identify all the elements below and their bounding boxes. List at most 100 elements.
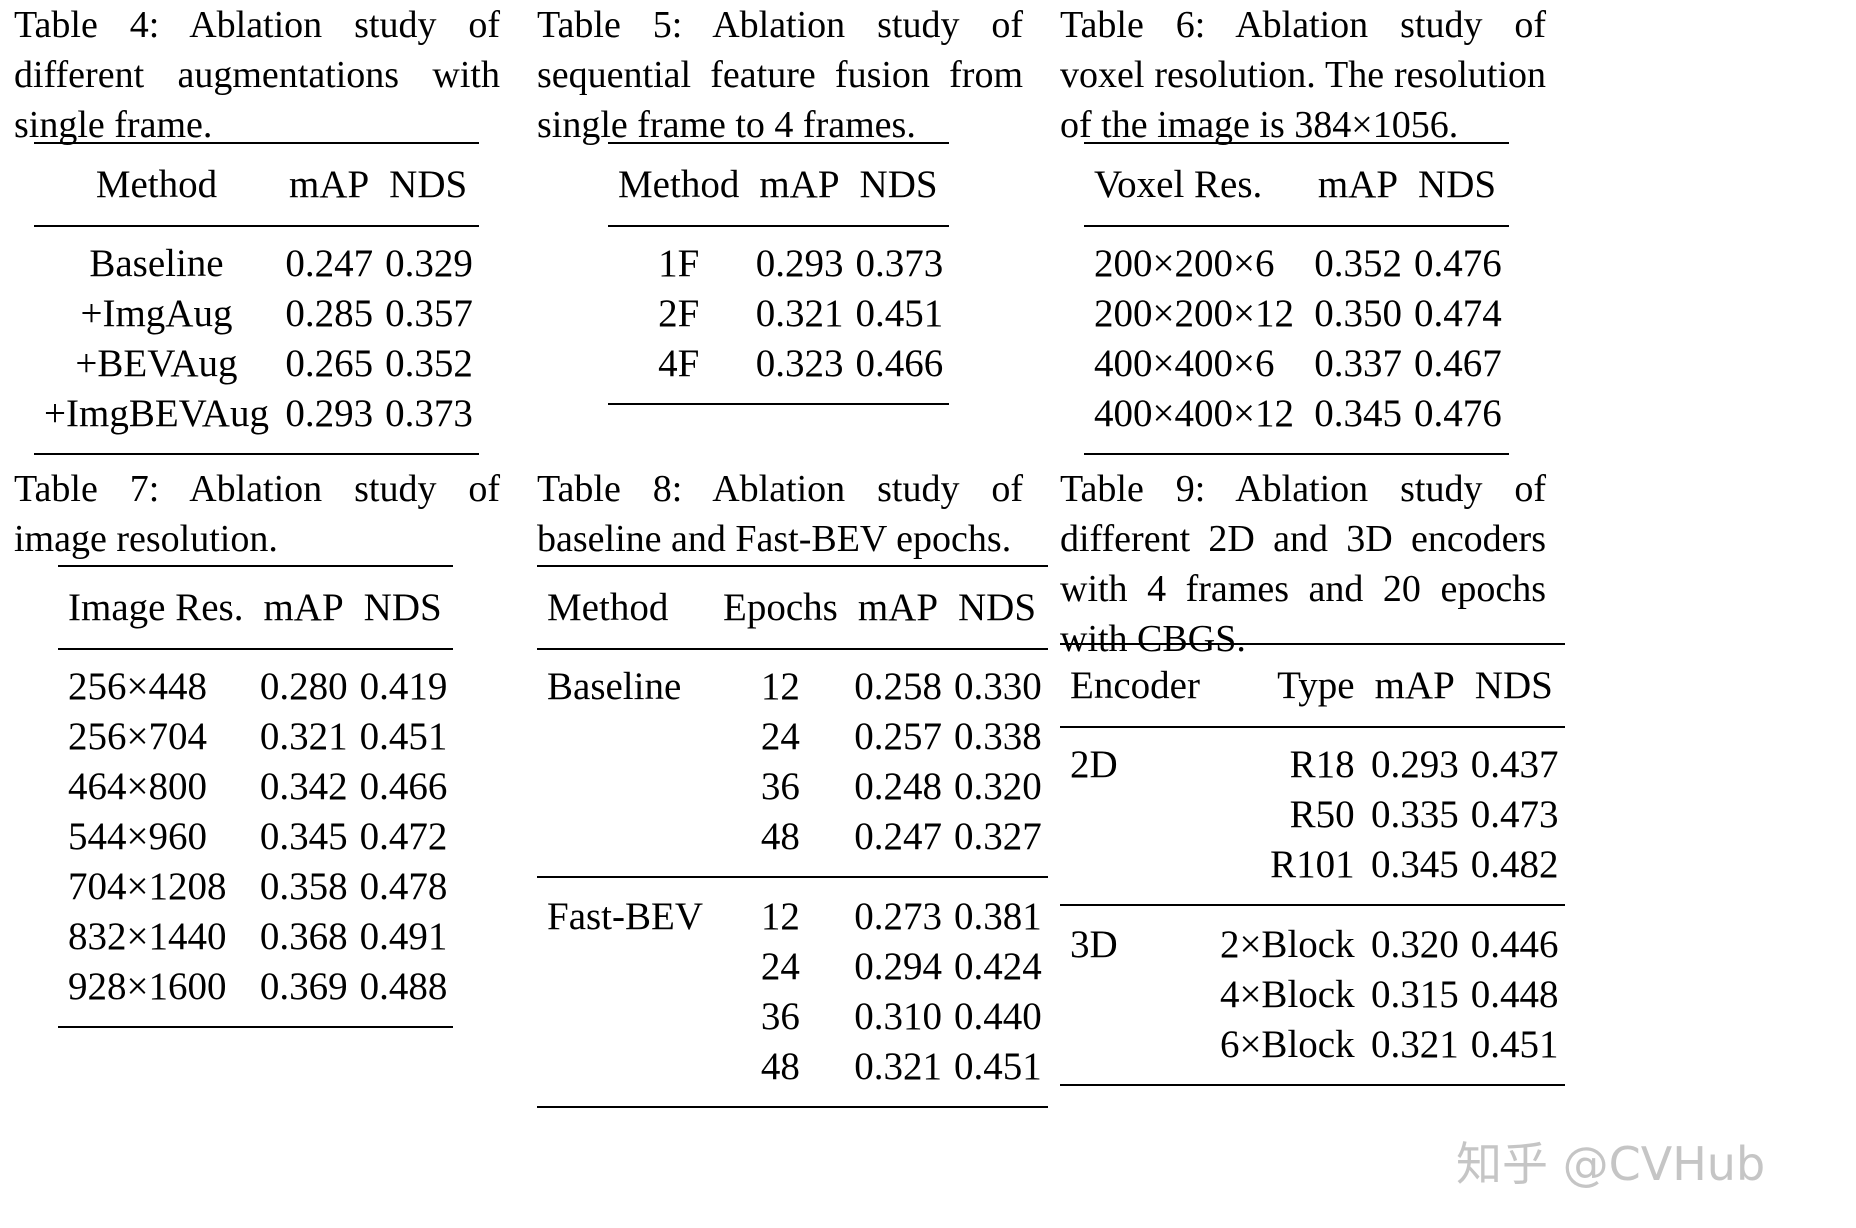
cell-map: 0.335: [1371, 793, 1459, 836]
cell-image-res: 832×1440: [68, 915, 227, 958]
cell-nds: 0.482: [1470, 843, 1559, 886]
cell-map: 0.345: [1314, 392, 1403, 435]
cell-epochs: 36: [760, 765, 800, 808]
cell-voxel-res: 200×200×12: [1094, 292, 1294, 335]
cell-image-res: 256×448: [68, 665, 207, 708]
header-epochs: Epochs: [713, 566, 848, 650]
cell-map: 0.310: [854, 995, 943, 1038]
table-4-caption: Table 4: Ablation study of different aug…: [14, 0, 500, 150]
cell-epochs: 48: [760, 815, 800, 858]
cell-nds: 0.419: [359, 665, 448, 708]
table-header-row: Encoder Type mAP NDS: [1060, 644, 1565, 728]
table-row: 400×400×6 0.337 0.467: [1084, 339, 1509, 389]
cell-nds: 0.373: [855, 242, 944, 285]
cell-nds: 0.451: [1470, 1023, 1559, 1066]
header-nds: NDS: [353, 566, 454, 650]
table-header-row: Method mAP NDS: [608, 143, 950, 227]
table-row: 48 0.321 0.451: [537, 1042, 1048, 1107]
table-row: Fast-BEV 12 0.273 0.381: [537, 876, 1048, 942]
cell-nds: 0.467: [1414, 342, 1502, 385]
table-row: 200×200×12 0.350 0.474: [1084, 289, 1509, 339]
cell-nds: 0.381: [948, 876, 1048, 942]
table-row: R101 0.345 0.482: [1060, 840, 1565, 905]
cell-nds: 0.437: [1470, 743, 1559, 786]
table-5-label: Table 5:: [537, 4, 683, 46]
table-7-caption-text: Ablation study of image resolution.: [14, 468, 501, 560]
table-row: R50 0.335 0.473: [1060, 790, 1565, 840]
header-map: mAP: [1364, 644, 1465, 728]
table-row: 928×1600 0.369 0.488: [58, 962, 453, 1027]
table-row: 2F 0.321 0.451: [608, 289, 949, 339]
cell-map: 0.293: [1371, 743, 1459, 786]
cell-type: R18: [1289, 743, 1355, 786]
cell-nds: 0.330: [954, 665, 1042, 708]
group-3d: 3D 2×Block 0.320 0.446 4×Block 0.315 0.448 6×…: [1060, 904, 1565, 1085]
header-encoder: Encoder: [1060, 644, 1210, 728]
group-fast-bev: Fast-BEV 12 0.273 0.381 24 0.294 0.424 36 0.31…: [537, 876, 1048, 1107]
table-5-block: Table 5: Ablation study of sequential fe…: [537, 0, 1023, 150]
table-row: Baseline 12 0.258 0.330: [537, 649, 1048, 712]
header-type: Type: [1209, 644, 1365, 728]
table-9-caption: Table 9: Ablation study of different 2D …: [1060, 464, 1546, 664]
table-6-caption-text: Ablation study of voxel resolution. The …: [1060, 4, 1547, 146]
cell-nds: 0.357: [385, 292, 473, 335]
cell-method: +ImgAug: [80, 292, 233, 335]
cell-map: 0.265: [285, 342, 374, 385]
group-2d: 2D R18 0.293 0.437 R50 0.335 0.473 R101 0.345 0…: [1060, 727, 1565, 905]
cell-type: 2×Block: [1209, 904, 1365, 970]
cell-nds: 0.424: [954, 945, 1042, 988]
cell-map: 0.369: [259, 965, 348, 1008]
table-header-row: Method mAP NDS: [34, 143, 479, 227]
cell-nds: 0.474: [1414, 292, 1502, 335]
header-nds: NDS: [1464, 644, 1565, 728]
table-row: 48 0.247 0.327: [537, 812, 1048, 877]
header-map: mAP: [253, 566, 354, 650]
group-baseline: Baseline 12 0.258 0.330 24 0.257 0.338 36 0.24…: [537, 649, 1048, 877]
table-row: 544×960 0.345 0.472: [58, 812, 453, 862]
cell-map: 0.258: [854, 665, 943, 708]
table-8: Method Epochs mAP NDS Baseline 12 0.258 0.3…: [537, 565, 1048, 1108]
watermark: 知乎 @CVHub: [1456, 1137, 1766, 1191]
cell-image-res: 544×960: [68, 815, 207, 858]
cell-epochs: 24: [760, 945, 800, 988]
cell-image-res: 256×704: [68, 715, 207, 758]
table-9-block: Table 9: Ablation study of different 2D …: [1060, 464, 1546, 664]
table-8-caption-text: Ablation study of baseline and Fast-BEV …: [537, 468, 1024, 560]
cell-map: 0.321: [1371, 1023, 1459, 1066]
table-7-caption: Table 7: Ablation study of image resolut…: [14, 464, 500, 564]
cell-nds: 0.472: [359, 815, 448, 858]
table-5: Method mAP NDS 1F 0.293 0.373 2F 0.321 0.451…: [608, 142, 950, 405]
header-nds: NDS: [1408, 143, 1509, 227]
cell-nds: 0.448: [1470, 973, 1559, 1016]
cell-nds: 0.451: [954, 1045, 1042, 1088]
table-row: 200×200×6 0.352 0.476: [1084, 226, 1509, 289]
cell-map: 0.247: [285, 242, 374, 285]
header-nds: NDS: [379, 143, 479, 227]
table-8-block: Table 8: Ablation study of baseline and …: [537, 464, 1023, 564]
cell-map: 0.248: [854, 765, 943, 808]
table-row: 24 0.257 0.338: [537, 712, 1048, 762]
table-row: 704×1208 0.358 0.478: [58, 862, 453, 912]
cell-nds: 0.327: [954, 815, 1042, 858]
cell-nds: 0.476: [1414, 242, 1502, 285]
table-header-row: Image Res. mAP NDS: [58, 566, 454, 650]
cell-image-res: 464×800: [68, 765, 207, 808]
cell-map: 0.345: [259, 815, 348, 858]
cell-map: 0.293: [755, 242, 844, 285]
cell-nds: 0.476: [1414, 392, 1502, 435]
header-voxel-res: Voxel Res.: [1084, 143, 1307, 227]
cell-epochs: 12: [713, 876, 848, 942]
cell-map: 0.352: [1314, 242, 1403, 285]
table-5-caption-text: Ablation study of sequential feature fus…: [537, 4, 1024, 146]
cell-map: 0.285: [285, 292, 374, 335]
cell-map: 0.345: [1371, 843, 1459, 886]
cell-map: 0.294: [854, 945, 943, 988]
cell-map: 0.320: [1364, 904, 1465, 970]
table-6-label: Table 6:: [1060, 4, 1206, 46]
table-row: +ImgAug 0.285 0.357: [34, 289, 479, 339]
cell-map: 0.315: [1371, 973, 1459, 1016]
table-7: Image Res. mAP NDS 256×448 0.280 0.419 256…: [58, 565, 454, 1028]
header-nds: NDS: [849, 143, 950, 227]
cell-nds: 0.451: [359, 715, 448, 758]
table-4: Method mAP NDS Baseline 0.247 0.329 +ImgAu…: [34, 142, 479, 455]
